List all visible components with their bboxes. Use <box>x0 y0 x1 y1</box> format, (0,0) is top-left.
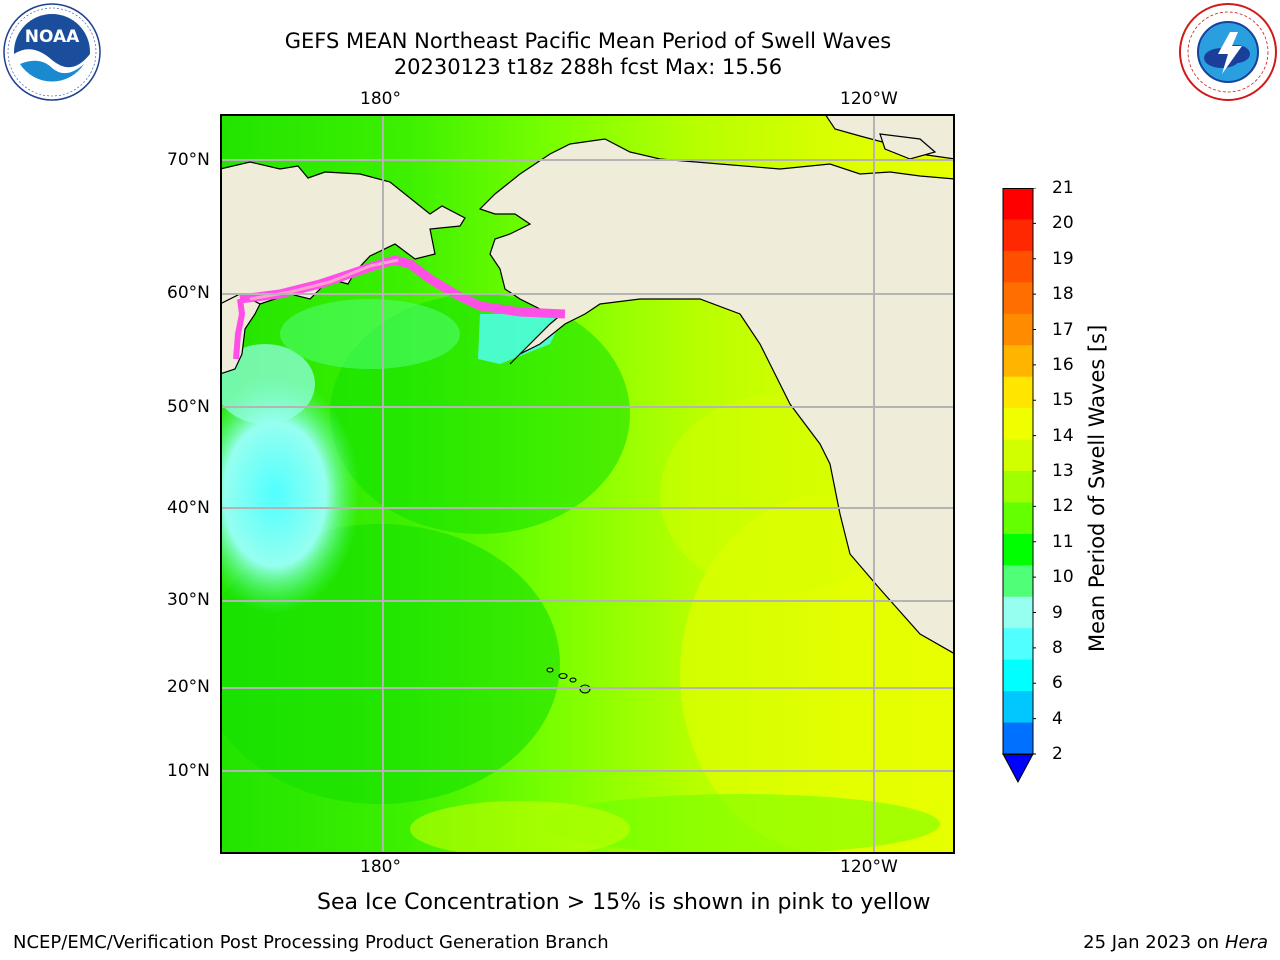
colorbar-segment <box>1003 282 1033 315</box>
colorbar-segment <box>1003 722 1033 755</box>
sea-ice-note: Sea Ice Concentration > 15% is shown in … <box>317 890 931 915</box>
colorbar-segment <box>1003 502 1033 535</box>
colorbar-tick-label: 11 <box>1052 531 1074 552</box>
footer-date-text: 25 Jan 2023 on <box>1083 932 1225 953</box>
colorbar-segment <box>1003 596 1033 629</box>
colorbar-segment <box>1003 533 1033 566</box>
colorbar-tick-label: 20 <box>1052 213 1074 234</box>
colorbar-tick-label: 6 <box>1052 673 1063 694</box>
bristol-bay-cyan <box>478 314 565 364</box>
colorbar-segment <box>1003 313 1033 346</box>
lat-label-50n: 50°N <box>167 397 210 417</box>
colorbar-tick-label: 16 <box>1052 354 1074 375</box>
colorbar-segment <box>1003 565 1033 598</box>
chart-title: GEFS MEAN Northeast Pacific Mean Period … <box>284 29 892 53</box>
map-frame <box>220 114 955 854</box>
colorbar-segment <box>1003 250 1033 283</box>
colorbar-tick-label: 18 <box>1052 284 1074 305</box>
colorbar-svg <box>1002 187 1037 784</box>
ocean-patch-yellow-south <box>410 801 630 857</box>
lon-label-bottom-120w: 120°W <box>840 857 898 877</box>
lat-label-70n: 70°N <box>167 150 210 170</box>
nws-logo <box>1178 2 1278 102</box>
colorbar-segment <box>1003 408 1033 441</box>
nws-logo-icon <box>1179 3 1277 101</box>
colorbar-tick-label: 10 <box>1052 567 1074 588</box>
colorbar-tick-label: 8 <box>1052 637 1063 658</box>
footer-date: 25 Jan 2023 on Hera <box>1083 932 1268 953</box>
noaa-logo: NOAA <box>2 2 102 102</box>
sea-ice-left-edge <box>233 298 246 360</box>
colorbar-tick-label: 21 <box>1052 178 1074 198</box>
colorbar-segment <box>1003 628 1033 661</box>
swell-period-map <box>190 113 980 857</box>
noaa-logo-wordmark: NOAA <box>25 27 80 47</box>
colorbar-tick-label: 13 <box>1052 461 1074 481</box>
lat-label-60n: 60°N <box>167 283 210 303</box>
lon-label-top-180: 180° <box>360 89 401 109</box>
map-panel <box>190 113 980 857</box>
lat-label-10n: 10°N <box>167 761 210 781</box>
lat-label-30n: 30°N <box>167 590 210 610</box>
colorbar-tick-labels: 21 20 19 18 17 16 15 14 13 12 11 10 9 8 6 4 2 <box>1052 178 1092 768</box>
colorbar-tick-label: 12 <box>1052 496 1074 517</box>
colorbar-tick-label: 9 <box>1052 602 1063 623</box>
colorbar-tick-label: 4 <box>1052 708 1063 729</box>
noaa-logo-icon: NOAA <box>3 3 101 101</box>
low-period-region-north <box>215 344 315 424</box>
colorbar <box>1000 187 1037 784</box>
chart-subtitle: 20230123 t18z 288h fcst Max: 15.56 <box>393 55 783 79</box>
lat-label-40n: 40°N <box>167 498 210 518</box>
colorbar-tick-label: 14 <box>1052 425 1074 446</box>
colorbar-tick-label: 19 <box>1052 248 1074 269</box>
colorbar-title: Mean Period of Swell Waves [s] <box>1085 324 1109 652</box>
colorbar-segment <box>1003 659 1033 692</box>
colorbar-segment <box>1003 376 1033 409</box>
lon-label-bottom-180: 180° <box>360 857 401 877</box>
colorbar-tick-label: 15 <box>1052 390 1074 411</box>
ocean-patch-lime-south <box>540 794 940 854</box>
colorbar-segment <box>1003 691 1033 724</box>
colorbar-tick-label: 2 <box>1052 744 1063 764</box>
colorbar-segment <box>1003 439 1033 472</box>
lon-label-top-120w: 120°W <box>840 89 898 109</box>
landmass <box>219 113 956 656</box>
graticule <box>220 114 955 854</box>
colorbar-segment <box>1003 188 1033 220</box>
footer-machine: Hera <box>1224 932 1268 953</box>
colorbar-extend-arrow <box>1002 753 1034 784</box>
colorbar-segment <box>1003 345 1033 378</box>
colorbar-segment <box>1003 219 1033 252</box>
low-period-region-mid <box>280 299 460 369</box>
footer-branch: NCEP/EMC/Verification Post Processing Pr… <box>13 932 609 953</box>
colorbar-tick-label: 17 <box>1052 319 1074 340</box>
lat-label-20n: 20°N <box>167 677 210 697</box>
low-period-region <box>190 374 360 614</box>
colorbar-segment <box>1003 471 1033 503</box>
